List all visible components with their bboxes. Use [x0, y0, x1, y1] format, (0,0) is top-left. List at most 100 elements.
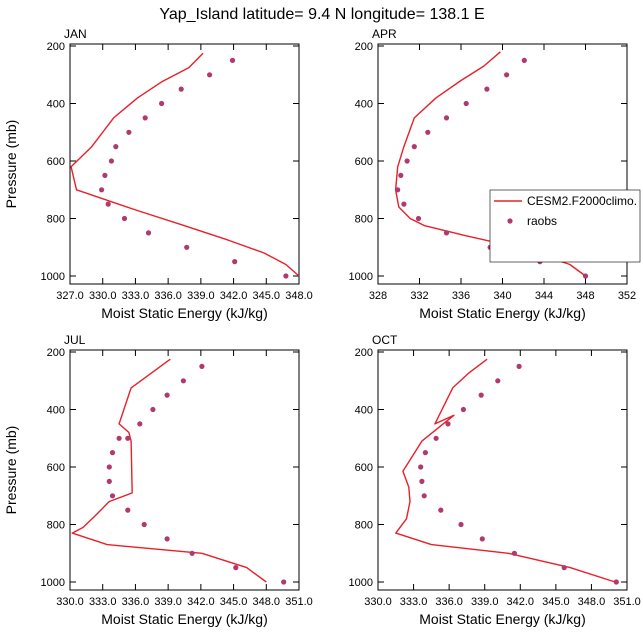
legend-dot-swatch	[507, 218, 513, 224]
raobs-point	[145, 230, 152, 236]
raobs-point	[232, 259, 238, 265]
figure-title: Yap_Island latitude= 9.4 N longitude= 13…	[159, 6, 484, 23]
x-tick-label: 327.0	[56, 290, 84, 302]
y-axis-label: Pressure (mb)	[3, 120, 19, 209]
raobs-point	[164, 392, 170, 398]
series-group	[395, 358, 619, 585]
raobs-point	[613, 579, 619, 585]
x-tick-label: 345.0	[542, 596, 570, 608]
raobs-point	[137, 421, 143, 427]
y-tick-label: 1000	[349, 271, 373, 283]
raobs-point	[511, 550, 517, 556]
raobs-point	[109, 450, 116, 456]
raobs-point	[479, 536, 485, 542]
raobs-point	[438, 507, 444, 513]
raobs-point	[108, 158, 114, 164]
raobs-point	[521, 57, 527, 64]
y-tick-label: 200	[47, 41, 65, 53]
series-group	[71, 358, 287, 585]
x-tick-label: 345.0	[220, 596, 248, 608]
y-axis-label: Pressure (mb)	[3, 426, 19, 515]
raobs-point	[121, 215, 128, 222]
y-tick-label: 1000	[349, 577, 373, 589]
raobs-point	[125, 435, 131, 441]
y-tick-label: 200	[355, 347, 373, 359]
panel-title: JAN	[64, 27, 87, 41]
raobs-point	[443, 230, 450, 236]
raobs-point	[504, 72, 510, 78]
x-tick-label: 330.0	[56, 596, 84, 608]
x-tick-label: 339.0	[154, 596, 182, 608]
raobs-point	[184, 244, 190, 250]
x-tick-label: 342.0	[187, 596, 215, 608]
panel-oct: OCT 330.0 333.0 336.0 339.0 342.0 345.0 348.0 35…	[349, 333, 641, 627]
raobs-point	[141, 521, 147, 528]
raobs-point	[445, 421, 451, 427]
x-tick-label: 333.0	[89, 596, 117, 608]
y-tick-label: 800	[355, 214, 373, 226]
y-tick-label: 600	[355, 156, 373, 168]
x-tick-label: 336.0	[122, 596, 150, 608]
x-axis-label: Moist Static Energy (kJ/kg)	[419, 305, 586, 321]
raobs-point	[106, 478, 112, 484]
x-tick-label: 342.0	[507, 596, 535, 608]
x-tick-label: 348	[576, 290, 594, 302]
panel-jul: JUL 330.0 333.0 336.0 339.0 342.0 345.0 348.0 35…	[3, 333, 313, 627]
x-tick-label: 340	[493, 290, 511, 302]
x-axis-label: Moist Static Energy (kJ/kg)	[101, 305, 268, 321]
raobs-point	[443, 115, 450, 121]
legend-obs-label: raobs	[527, 214, 557, 228]
raobs-point	[178, 86, 184, 92]
raobs-point	[180, 378, 186, 384]
x-tick-label: 339.0	[471, 596, 499, 608]
raobs-point	[401, 201, 407, 207]
raobs-point	[106, 464, 112, 470]
raobs-point	[113, 144, 119, 150]
raobs-point	[99, 187, 105, 193]
panels: JAN 327.0 330.0 333.0 336.0 339.0 342.0 345.0 34…	[3, 27, 641, 627]
x-tick-label: 342.0	[220, 290, 248, 302]
panel-apr: APR 328 332 336 340 344 348 352 200 400 600 800 1000…	[349, 27, 637, 321]
x-tick-label: 351.0	[285, 596, 313, 608]
x-tick-label: 328	[369, 290, 387, 302]
y-tick-label: 400	[355, 99, 373, 111]
raobs-point	[398, 172, 404, 178]
y-tick-label: 800	[355, 520, 373, 532]
x-tick-label: 344	[535, 290, 553, 302]
raobs-point	[229, 57, 236, 64]
x-tick-label: 333.0	[122, 290, 150, 302]
raobs-point	[281, 579, 287, 585]
model-series-line	[395, 358, 616, 583]
y-tick-label: 400	[47, 405, 65, 417]
x-tick-label: 332	[410, 290, 428, 302]
y-tick-label: 600	[47, 156, 65, 168]
raobs-point	[283, 273, 289, 279]
x-tick-label: 339.0	[187, 290, 215, 302]
x-tick-label: 330.0	[89, 290, 117, 302]
legend-box	[489, 189, 641, 263]
plot-frame	[377, 349, 628, 591]
raobs-point	[233, 565, 239, 571]
raobs-point	[463, 100, 469, 107]
raobs-point	[105, 201, 111, 207]
raobs-point	[142, 115, 148, 121]
raobs-point	[199, 363, 205, 369]
raobs-point	[418, 464, 424, 470]
x-tick-label: 348.0	[253, 596, 281, 608]
raobs-point	[582, 273, 589, 279]
panel-title: APR	[372, 27, 397, 41]
y-tick-label: 800	[47, 520, 65, 532]
plot-frame	[69, 43, 300, 285]
y-tick-label: 600	[47, 462, 65, 474]
y-tick-label: 600	[355, 462, 373, 474]
raobs-point	[102, 172, 108, 178]
raobs-point	[207, 72, 213, 78]
series-group	[70, 52, 299, 279]
y-tick-label: 400	[47, 99, 65, 111]
raobs-point	[421, 493, 427, 499]
raobs-point	[425, 129, 431, 135]
raobs-point	[422, 450, 428, 456]
x-tick-label: 352	[618, 290, 636, 302]
raobs-point	[478, 392, 484, 398]
